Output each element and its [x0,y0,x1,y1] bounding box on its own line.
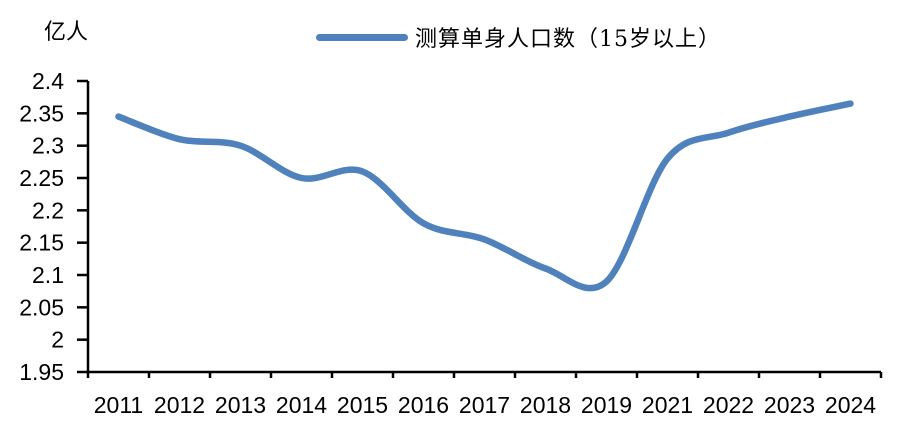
series-line [115,100,854,292]
x-tick-label: 2015 [337,392,388,418]
legend-label: 测算单身人口数（15岁以上） [415,27,721,52]
x-tick-label: 2011 [94,392,143,418]
y-tick-label: 2.15 [19,230,64,256]
x-tick-label: 2021 [642,392,693,418]
y-tick-label: 2 [51,327,64,353]
x-tick-label: 2013 [215,392,266,418]
x-tick-label: 2024 [825,392,876,418]
y-tick-label: 2.25 [19,165,64,191]
x-tick-label: 2016 [398,392,449,418]
y-tick-label: 2.2 [32,197,64,223]
legend-line-swatch [316,33,408,41]
x-tick-label: 2012 [154,392,205,418]
y-axis-unit-label: 亿人 [44,20,89,45]
y-tick-label: 2.35 [19,100,64,126]
x-tick-label: 2017 [459,392,510,418]
y-tick-label: 1.95 [19,359,64,385]
x-tick-label: 2019 [581,392,632,418]
x-tick-label: 2018 [520,392,571,418]
legend: 测算单身人口数（15岁以上） [316,22,721,52]
x-tick-label: 2022 [703,392,754,418]
x-tick-label: 2014 [276,392,327,418]
x-tick-label: 2023 [764,392,815,418]
y-tick-label: 2.3 [32,133,64,159]
y-tick-label: 2.1 [32,262,64,288]
y-tick-label: 2.05 [19,294,64,320]
y-tick-label: 2.4 [32,68,64,94]
